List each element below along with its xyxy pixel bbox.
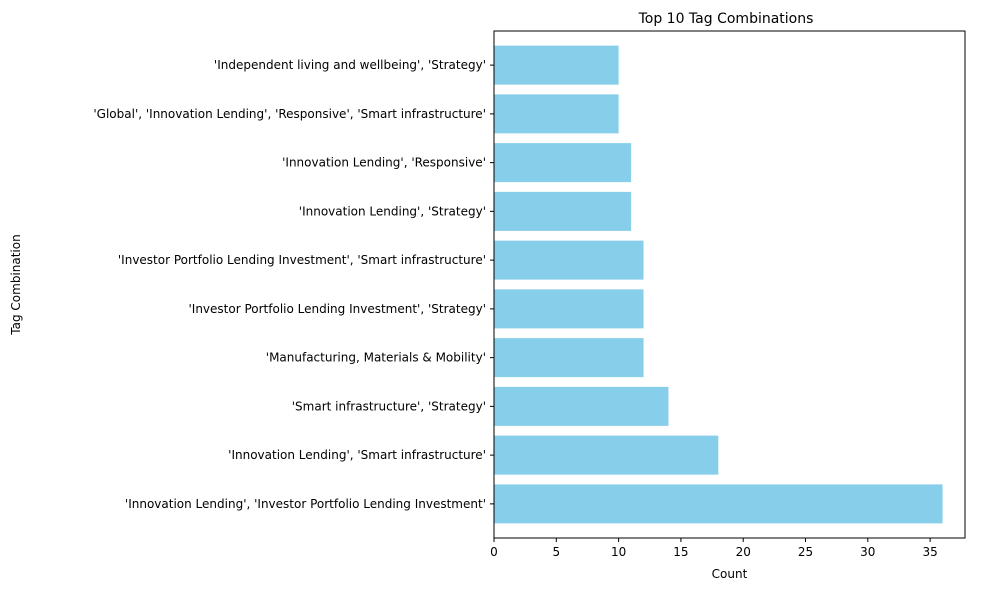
- y-tick-label: 'Investor Portfolio Lending Investment',…: [118, 253, 486, 267]
- y-tick-label: 'Global', 'Innovation Lending', 'Respons…: [93, 107, 486, 121]
- bar: [494, 240, 644, 280]
- y-tick-label: 'Innovation Lending', 'Strategy': [299, 204, 486, 218]
- bars-layer: [494, 45, 943, 524]
- y-tick-label: 'Investor Portfolio Lending Investment',…: [188, 302, 486, 316]
- y-tick-label: 'Innovation Lending', 'Smart infrastruct…: [228, 448, 486, 462]
- y-tick-label: 'Manufacturing, Materials & Mobility': [266, 351, 486, 365]
- y-tick-label: 'Smart infrastructure', 'Strategy': [292, 399, 486, 413]
- y-tick-label: 'Innovation Lending', 'Investor Portfoli…: [125, 497, 486, 511]
- x-tick-label: 20: [736, 545, 751, 559]
- x-tick-label: 10: [611, 545, 626, 559]
- bar: [494, 386, 669, 426]
- y-axis-ticks: 'Innovation Lending', 'Investor Portfoli…: [93, 58, 494, 511]
- x-tick-label: 30: [860, 545, 875, 559]
- bar: [494, 45, 619, 85]
- y-tick-label: 'Independent living and wellbeing', 'Str…: [214, 58, 486, 72]
- x-tick-label: 15: [673, 545, 688, 559]
- y-tick-label: 'Innovation Lending', 'Responsive': [282, 156, 486, 170]
- x-tick-label: 25: [798, 545, 813, 559]
- bar: [494, 484, 943, 524]
- y-axis-label: Tag Combination: [9, 234, 23, 335]
- bar: [494, 435, 719, 475]
- bar: [494, 143, 632, 183]
- bar: [494, 94, 619, 134]
- bar: [494, 289, 644, 329]
- x-tick-label: 0: [490, 545, 498, 559]
- bar: [494, 338, 644, 378]
- x-axis-label: Count: [712, 567, 748, 581]
- chart-title: Top 10 Tag Combinations: [638, 11, 814, 27]
- x-tick-label: 35: [922, 545, 937, 559]
- plot-frame: [493, 30, 966, 539]
- x-tick-label: 5: [552, 545, 560, 559]
- x-axis-ticks: 0 5 10 15 20 25 30 35: [490, 538, 938, 559]
- bar: [494, 191, 632, 231]
